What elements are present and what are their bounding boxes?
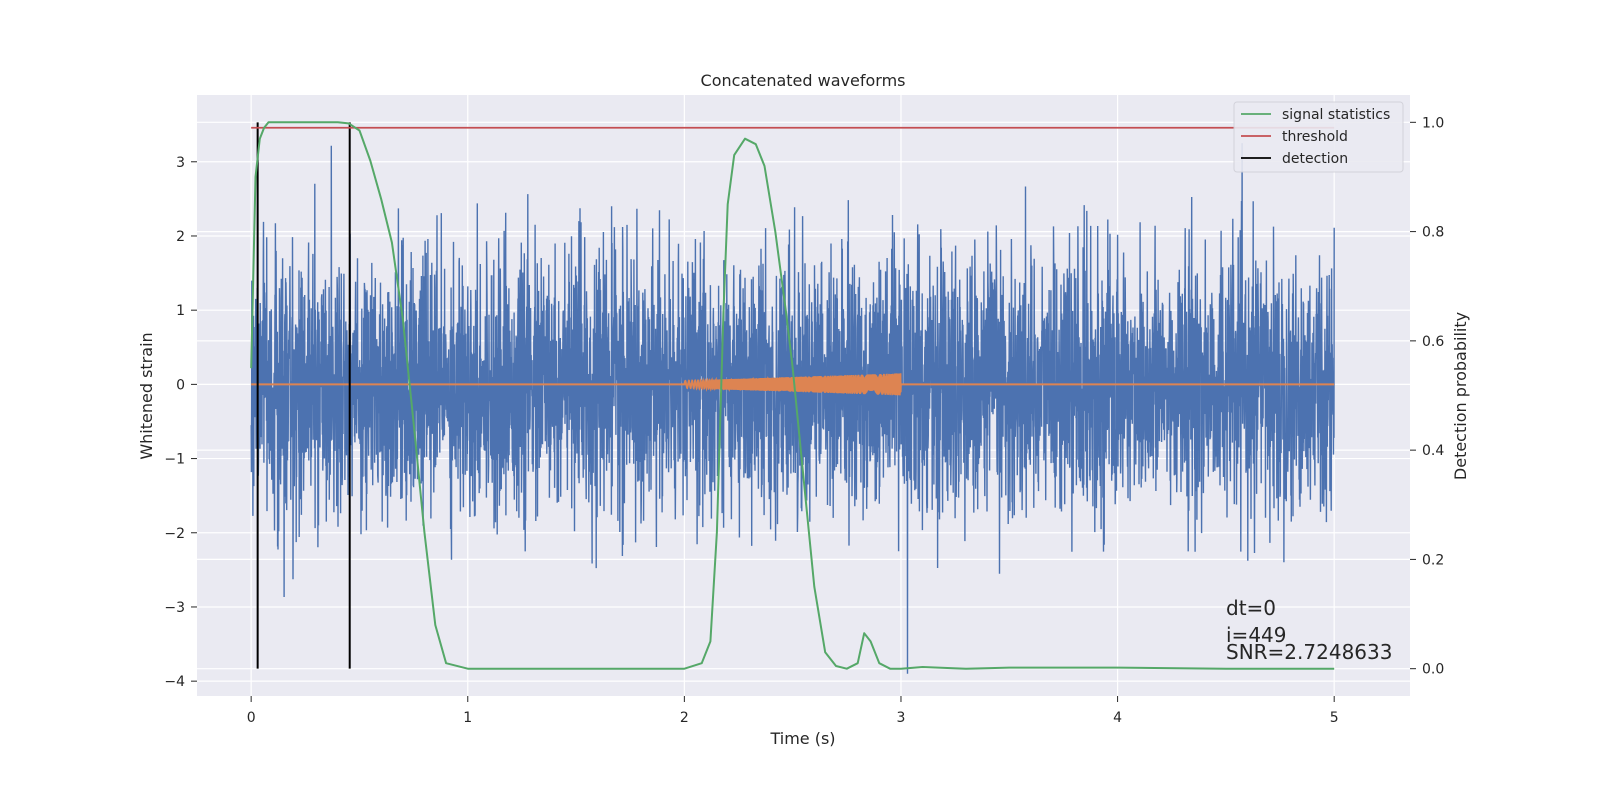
legend-box: [1233, 101, 1404, 173]
strain-line: [250, 143, 1335, 674]
y-axis-label: Whitened strain: [137, 332, 156, 459]
y-tick-label-5: 1: [176, 303, 185, 319]
x-tick-label-4: 4: [1113, 710, 1122, 726]
x-tick-label-0: 0: [247, 710, 256, 726]
y-right-tick-label-1: 0.2: [1422, 552, 1444, 568]
x-axis-label: Time (s): [769, 729, 835, 748]
y-right-tick-label-5: 1.0: [1422, 115, 1444, 131]
annotation-dt: dt=0: [1226, 596, 1276, 620]
y-tick-label-3: −1: [164, 452, 185, 468]
legend-label-signal-statistics: signal statistics: [1282, 107, 1390, 123]
y-right-tick-label-3: 0.6: [1422, 334, 1444, 350]
x-tick-label-1: 1: [463, 710, 472, 726]
signal-statistics-line: [250, 121, 1335, 670]
legend-label-threshold: threshold: [1282, 129, 1348, 145]
series-detection: [256, 122, 351, 669]
y-right-axis-label: Detection probability: [1451, 312, 1470, 480]
y-tick-label-0: −4: [164, 674, 185, 690]
y-tick-label-6: 2: [176, 229, 185, 245]
y-tick-label-2: −2: [164, 526, 185, 542]
series-signal-statistics: [250, 121, 1335, 670]
x-tick-label-3: 3: [897, 710, 906, 726]
chart-title: Concatenated waveforms: [701, 71, 906, 90]
y-tick-label-7: 3: [176, 155, 185, 171]
ticks: 0 1 2 3 4 5 −4 −3 −2 −1 0 1 2 3 0.0 0.2 0.4 0.6 0.8 1.0: [164, 115, 1444, 726]
x-tick-label-5: 5: [1330, 710, 1339, 726]
y-right-tick-label-2: 0.4: [1422, 443, 1444, 459]
y-right-tick-label-0: 0.0: [1422, 662, 1444, 678]
series-strain: [250, 143, 1335, 674]
legend-label-detection: detection: [1282, 151, 1348, 167]
annotation-i: i=449: [1226, 623, 1287, 647]
y-tick-label-1: −3: [164, 600, 185, 616]
annotation-snr: SNR=2.7248633: [1226, 640, 1392, 664]
legend: signal statistics threshold detection: [1233, 101, 1404, 173]
x-tick-label-2: 2: [680, 710, 689, 726]
y-right-tick-label-4: 0.8: [1422, 225, 1444, 241]
y-tick-label-4: 0: [176, 377, 185, 393]
